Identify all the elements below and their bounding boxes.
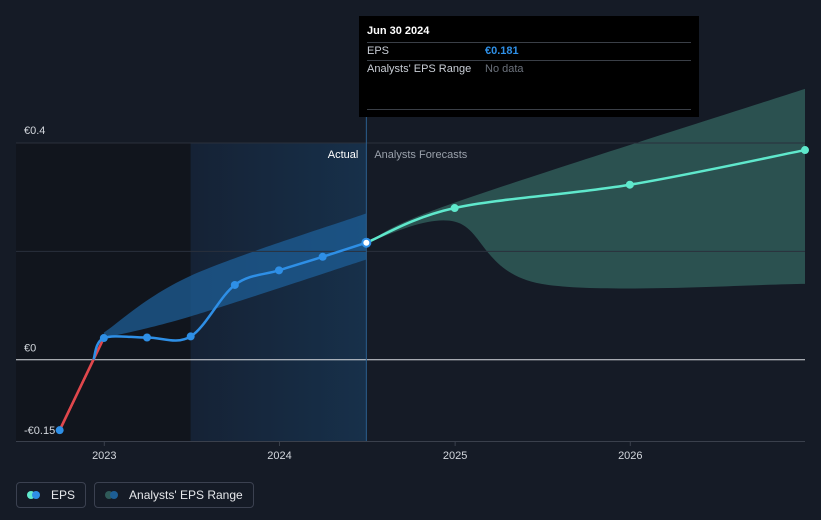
tooltip-eps-label: EPS (367, 45, 390, 57)
actual-label: Actual (328, 149, 359, 161)
tooltip-range-row: Analysts' EPS Range No data (367, 60, 691, 78)
legend-eps-label: EPS (51, 488, 76, 502)
eps-forecast-point (801, 146, 809, 155)
tooltip-date: Jun 30 2024 (367, 25, 430, 37)
x-tick-label: 2026 (618, 450, 642, 462)
eps-forecast-line (365, 148, 806, 244)
x-tick-label: 2025 (443, 450, 467, 462)
eps-actual-point (275, 266, 283, 275)
eps-actual-point (99, 334, 108, 343)
y-tick-label: -€0.15 (24, 425, 55, 437)
eps-actual-point (230, 280, 239, 289)
y-tick-label: €0.4 (24, 125, 45, 137)
range-swatch-icon (105, 491, 121, 499)
y-tick-label: €0 (24, 343, 36, 355)
tooltip-eps-value: €0.181 (485, 45, 519, 57)
eps-forecast-point (625, 180, 634, 189)
eps-negative-overlay (58, 359, 95, 431)
eps-swatch-icon (27, 491, 43, 499)
eps-actual-point (361, 237, 372, 248)
legend-eps-button[interactable]: EPS (16, 482, 87, 508)
tooltip-range-label: Analysts' EPS Range (367, 63, 472, 75)
chart-legend: EPS Analysts' EPS Range (16, 482, 254, 508)
tooltip-divider (367, 109, 691, 110)
legend-range-label: Analysts' EPS Range (129, 488, 243, 502)
eps-actual-point (318, 252, 327, 261)
hover-tooltip: Jun 30 2024 EPS €0.181 Analysts' EPS Ran… (359, 16, 699, 117)
eps-forecast-point (450, 204, 459, 213)
actual-range-band (103, 213, 367, 339)
x-tick-label: 2023 (92, 450, 116, 462)
legend-range-button[interactable]: Analysts' EPS Range (94, 482, 254, 508)
eps-actual-point (143, 333, 152, 342)
tooltip-range-value: No data (485, 63, 524, 75)
forecast-range-band (366, 88, 805, 289)
eps-actual-point (55, 426, 64, 435)
forecast-label: Analysts Forecasts (374, 149, 467, 161)
eps-actual-point (186, 332, 195, 341)
tooltip-eps-row: EPS €0.181 (367, 42, 691, 60)
x-tick-label: 2024 (267, 450, 291, 462)
